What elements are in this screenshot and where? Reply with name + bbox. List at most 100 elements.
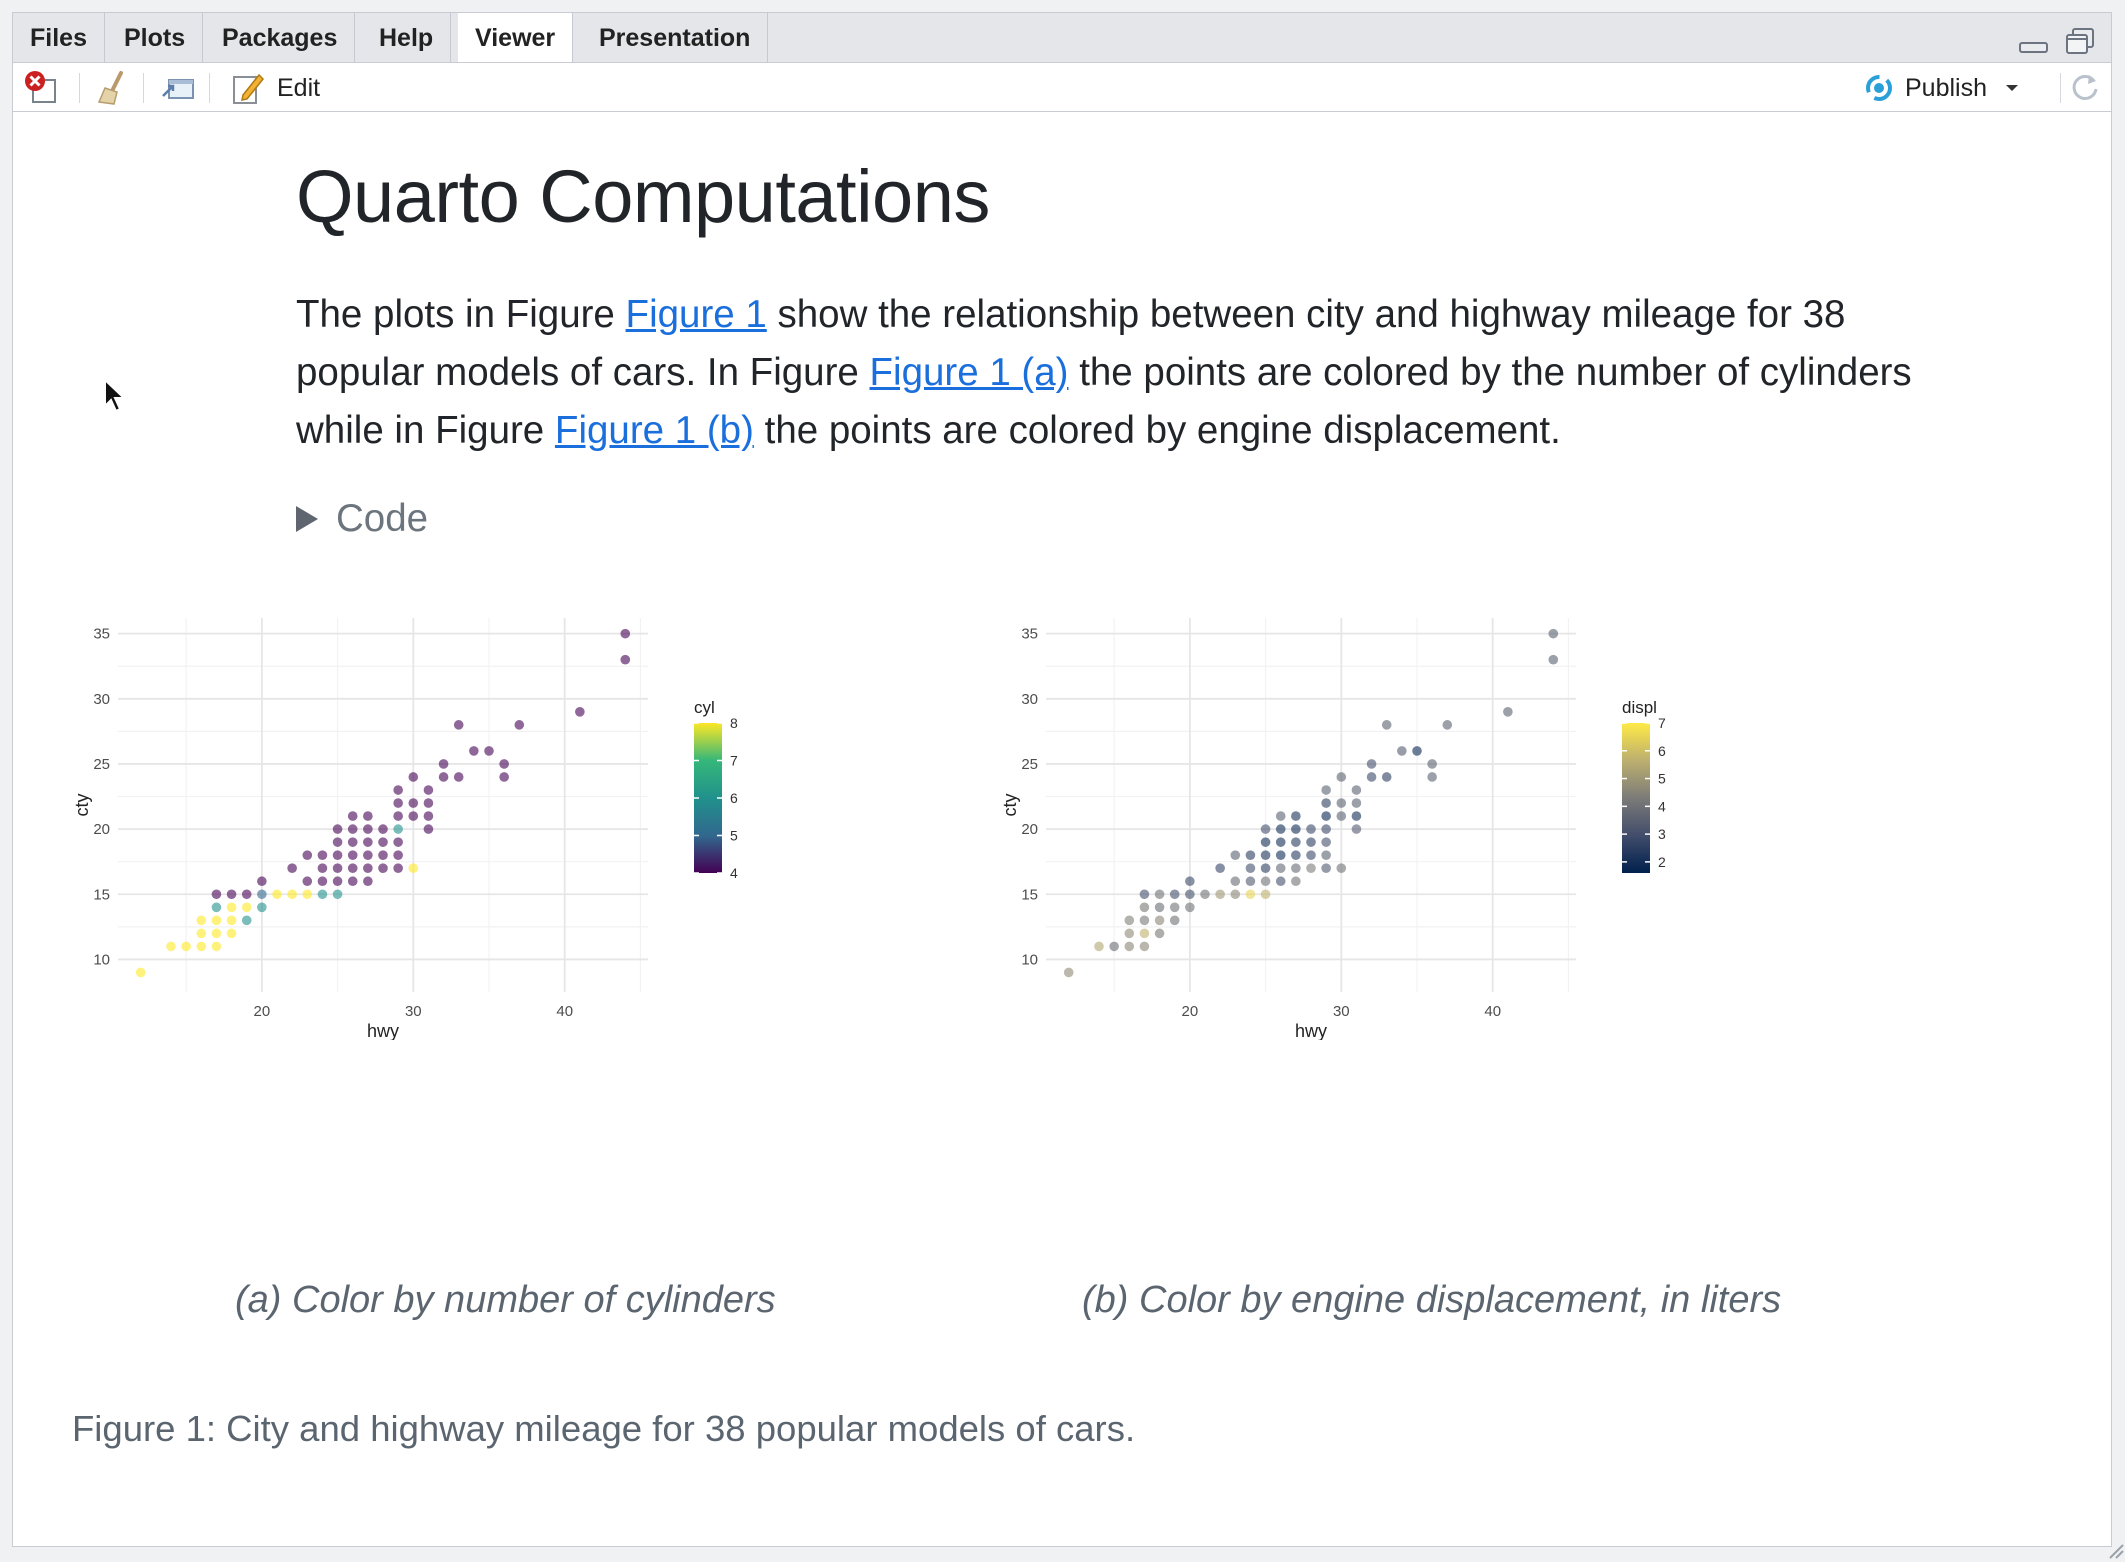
data-point — [575, 707, 585, 717]
data-point — [347, 837, 358, 847]
data-point — [1230, 850, 1241, 860]
data-point — [1260, 837, 1271, 847]
clear-viewer-button[interactable] — [23, 69, 59, 107]
data-point — [347, 811, 358, 821]
show-in-new-window-button[interactable] — [159, 69, 195, 107]
x-tick-label: 40 — [556, 1003, 573, 1020]
data-point — [317, 876, 328, 887]
data-point — [1169, 902, 1180, 913]
data-point — [378, 863, 388, 874]
data-point — [257, 902, 267, 913]
data-point — [1185, 889, 1195, 900]
data-point — [1139, 928, 1150, 939]
close-icon — [25, 71, 56, 103]
x-tick-label: 30 — [405, 1003, 422, 1020]
data-point — [1260, 863, 1271, 874]
data-point — [1306, 863, 1316, 874]
tab-help[interactable]: Help — [362, 13, 452, 63]
y-tick-label: 15 — [93, 886, 110, 903]
data-point — [1291, 850, 1301, 860]
resize-grip-icon[interactable] — [2108, 1543, 2124, 1559]
data-point — [226, 928, 237, 939]
data-point — [332, 863, 343, 874]
y-axis-label: cty — [73, 793, 92, 816]
data-point — [196, 928, 207, 939]
data-point — [1442, 720, 1453, 730]
data-point — [484, 746, 494, 756]
data-point — [363, 850, 373, 860]
legend-tick-label: 5 — [1658, 771, 1666, 787]
data-point — [1321, 785, 1331, 795]
tab-viewer[interactable]: Viewer — [458, 13, 574, 64]
data-point — [241, 915, 252, 926]
tab-label: Plots — [124, 24, 186, 52]
tab-presentation[interactable]: Presentation — [582, 13, 769, 63]
y-tick-label: 30 — [1021, 691, 1038, 708]
subcaption-a: (a) Color by number of cylinders — [235, 1279, 776, 1321]
data-point — [1154, 915, 1165, 926]
data-point — [332, 876, 343, 887]
data-point — [287, 889, 297, 900]
figure-1a-link[interactable]: Figure 1 (a) — [869, 351, 1069, 394]
data-point — [211, 941, 222, 952]
show-in-window-icon — [162, 79, 194, 99]
viewer-pane: Quarto Computations The plots in Figure … — [12, 112, 2112, 1547]
data-point — [1336, 863, 1347, 874]
code-toggle-label: Code — [336, 497, 429, 540]
data-point — [1427, 772, 1437, 782]
tab-packages[interactable]: Packages — [205, 13, 356, 63]
x-tick-label: 20 — [254, 1003, 271, 1020]
maximize-pane-icon[interactable] — [2065, 27, 2095, 55]
edit-icon — [233, 73, 265, 104]
legend-colorbar — [1622, 723, 1650, 873]
data-point — [317, 850, 328, 860]
data-point — [408, 811, 419, 821]
paragraph-text: the points are colored by engine displac… — [753, 409, 1561, 452]
y-tick-label: 25 — [1021, 756, 1038, 773]
edit-button[interactable]: Edit — [231, 69, 320, 107]
page-title: Quarto Computations — [296, 155, 990, 238]
data-point — [393, 811, 403, 821]
data-point — [196, 941, 207, 952]
data-point — [211, 902, 222, 913]
mouse-cursor-icon — [104, 378, 127, 413]
tab-plots[interactable]: Plots — [107, 13, 204, 63]
legend-tick-label: 4 — [730, 865, 738, 881]
x-tick-label: 30 — [1333, 1003, 1350, 1020]
legend-tick-label: 4 — [1658, 798, 1666, 814]
data-point — [393, 863, 403, 874]
data-point — [423, 785, 434, 795]
clear-all-button[interactable] — [95, 69, 131, 107]
data-point — [317, 889, 328, 900]
publish-button[interactable]: Publish — [1861, 69, 2023, 107]
data-point — [363, 824, 373, 834]
data-point — [393, 798, 403, 808]
legend-tick-label: 5 — [730, 828, 738, 844]
tab-files[interactable]: Files — [13, 13, 105, 63]
legend-tick-label: 8 — [730, 715, 738, 731]
refresh-button[interactable] — [2067, 69, 2103, 107]
y-tick-label: 35 — [93, 626, 110, 643]
legend-tick-label: 3 — [1658, 826, 1666, 842]
data-point — [1306, 850, 1316, 860]
data-point — [1154, 928, 1165, 939]
data-point — [1306, 824, 1316, 834]
data-point — [1291, 824, 1301, 834]
data-point — [1381, 772, 1392, 782]
y-tick-label: 20 — [1021, 821, 1038, 838]
minimize-pane-icon[interactable] — [2019, 27, 2049, 55]
data-point — [1291, 876, 1301, 887]
data-point — [1321, 798, 1331, 808]
data-point — [1215, 863, 1225, 874]
tab-label: Files — [30, 24, 87, 52]
caret-right-icon — [296, 506, 318, 532]
data-point — [272, 889, 282, 900]
data-point — [1245, 863, 1256, 874]
data-point — [1381, 720, 1392, 730]
code-fold-toggle[interactable]: Code — [296, 497, 428, 541]
data-point — [363, 837, 373, 847]
legend-tick-label: 7 — [1658, 715, 1666, 731]
pane-tab-strip: Files Plots Packages Help Viewer Present… — [12, 12, 2112, 64]
figure-1b-link[interactable]: Figure 1 (b) — [554, 409, 754, 452]
figure-1-link[interactable]: Figure 1 — [625, 293, 767, 336]
